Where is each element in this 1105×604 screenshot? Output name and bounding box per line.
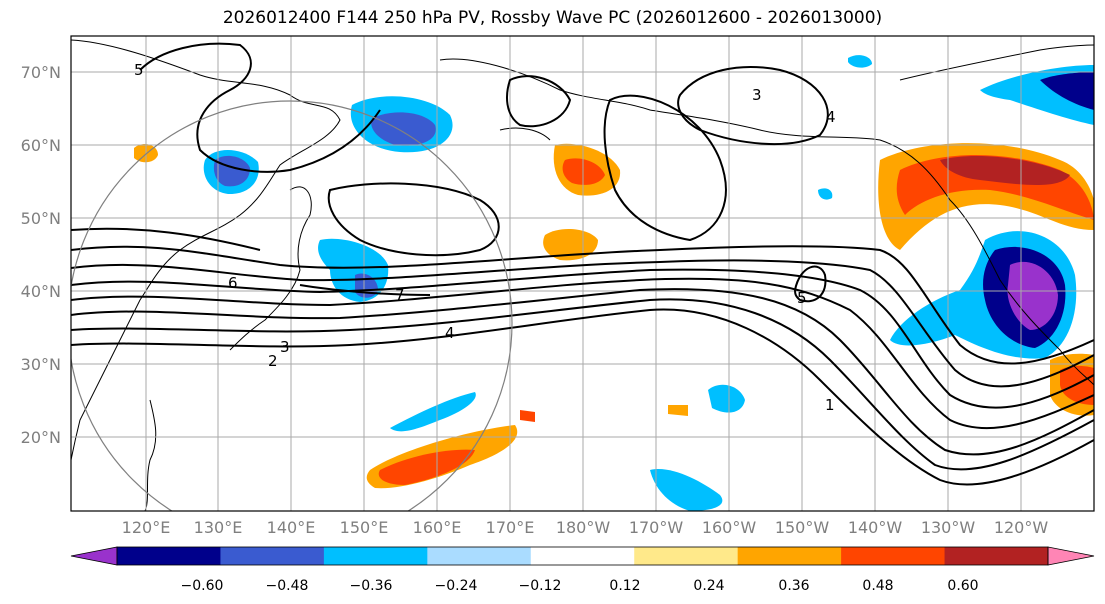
contour-label: 3 <box>280 338 290 356</box>
colorbar-ticks: −0.60 −0.48 −0.36 −0.24 −0.12 0.12 0.24 … <box>181 578 979 594</box>
colorbar-extend-max <box>1047 546 1095 566</box>
contour-label: 6 <box>228 274 238 292</box>
lon-label: 140°E <box>267 518 316 537</box>
colorbar-segment <box>427 547 532 565</box>
pv-contours <box>71 42 1094 486</box>
colorbar-segment <box>117 547 221 565</box>
lat-label: 30°N <box>21 355 61 374</box>
colorbar-tick-label: −0.48 <box>266 578 309 594</box>
colorbar <box>70 546 1095 566</box>
colorbar-tick-label: 0.48 <box>862 578 893 594</box>
contour-label: 3 <box>752 86 762 104</box>
map-title: 2026012400 F144 250 hPa PV, Rossby Wave … <box>222 8 883 28</box>
contour-label: 4 <box>826 108 836 126</box>
lon-label: 150°E <box>340 518 389 537</box>
colorbar-tick-label: 0.24 <box>693 578 724 594</box>
highlight-circle <box>71 100 513 511</box>
contour-label: 1 <box>825 396 835 414</box>
lat-label: 60°N <box>21 136 61 155</box>
lat-label: 40°N <box>21 282 61 301</box>
lon-label: 170°W <box>629 518 684 537</box>
colorbar-segment <box>530 547 635 565</box>
colorbar-tick-label: 0.36 <box>778 578 809 594</box>
colorbar-tick-label: −0.36 <box>350 578 393 594</box>
lon-label: 120°E <box>122 518 171 537</box>
contour-label: 2 <box>268 352 278 370</box>
contour-label: 7 <box>395 286 405 304</box>
colorbar-segment <box>841 547 946 565</box>
colorbar-frame <box>116 546 1049 566</box>
longitude-axis: 120°E 130°E 140°E 150°E 160°E 170°E 180°… <box>122 518 1049 537</box>
lon-label: 180°W <box>556 518 611 537</box>
colorbar-segment <box>634 547 739 565</box>
pv-anomaly-shading <box>134 55 1094 511</box>
contour-label: 5 <box>134 61 144 79</box>
lon-label: 160°W <box>702 518 757 537</box>
colorbar-segment <box>944 547 1049 565</box>
lat-label: 70°N <box>21 63 61 82</box>
colorbar-tick-label: −0.24 <box>435 578 478 594</box>
lon-label: 140°W <box>848 518 903 537</box>
colorbar-tick-label: 0.60 <box>947 578 978 594</box>
coastlines <box>71 39 1094 511</box>
plot-frame <box>70 35 1095 512</box>
lon-label: 120°W <box>994 518 1049 537</box>
lon-label: 170°E <box>486 518 535 537</box>
contour-label: 5 <box>797 289 807 307</box>
colorbar-segment <box>220 547 325 565</box>
colorbar-segment <box>737 547 842 565</box>
contour-labels: 1 2 3 4 5 6 7 3 4 5 <box>134 61 836 414</box>
colorbar-tick-label: −0.12 <box>519 578 562 594</box>
contour-label: 4 <box>445 324 455 342</box>
latitude-axis: 70°N 60°N 50°N 40°N 30°N 20°N <box>21 63 61 447</box>
lon-label: 130°W <box>921 518 976 537</box>
lat-label: 50°N <box>21 209 61 228</box>
lon-label: 150°W <box>775 518 830 537</box>
lat-label: 20°N <box>21 428 61 447</box>
colorbar-segment <box>323 547 428 565</box>
colorbar-tick-label: 0.12 <box>609 578 640 594</box>
colorbar-tick-label: −0.60 <box>181 578 224 594</box>
colorbar-extend-min <box>70 546 118 566</box>
lon-label: 160°E <box>413 518 462 537</box>
lon-label: 130°E <box>194 518 243 537</box>
